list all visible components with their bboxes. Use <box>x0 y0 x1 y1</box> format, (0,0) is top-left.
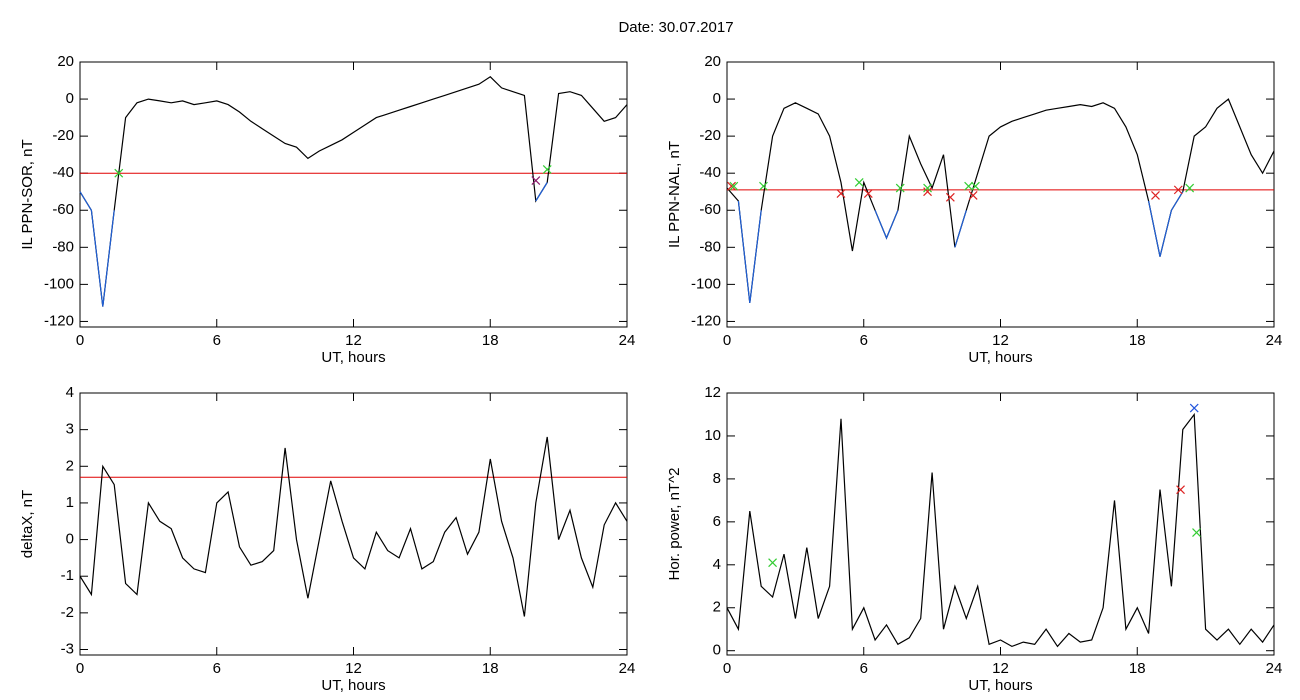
y-tick-label: -60 <box>52 201 74 218</box>
x-tick-label: 12 <box>345 332 362 349</box>
marker <box>1151 191 1160 200</box>
x-tick-label: 6 <box>213 660 221 677</box>
x-tick-label: 24 <box>619 332 636 349</box>
data-line <box>737 191 1184 303</box>
x-axis-label: UT, hours <box>321 677 385 694</box>
data-line <box>79 436 628 617</box>
marker <box>759 181 768 191</box>
marker <box>114 168 124 178</box>
y-tick-label: -2 <box>61 604 74 621</box>
marker <box>923 183 932 193</box>
marker <box>531 176 541 186</box>
y-tick-label: -100 <box>691 275 721 292</box>
y-tick-label: 0 <box>713 642 721 659</box>
marker <box>895 183 905 193</box>
data-line <box>726 98 1275 303</box>
y-tick-label: -40 <box>699 164 721 181</box>
x-axis-label: UT, hours <box>968 677 1032 694</box>
marker <box>836 189 846 198</box>
plot-frame <box>726 61 1275 328</box>
chart-title: Date: 30.07.2017 <box>618 19 733 36</box>
marker <box>727 181 736 191</box>
x-tick-label: 18 <box>1129 660 1146 677</box>
data-line <box>726 412 1275 648</box>
marker <box>971 181 980 191</box>
y-tick-label: 2 <box>713 599 721 616</box>
y-axis-label: IL PPN-NAL, nT <box>666 141 683 248</box>
y-tick-label: 1 <box>66 494 74 511</box>
y-tick-label: -40 <box>52 164 74 181</box>
y-tick-label: -3 <box>61 640 74 657</box>
marker <box>1185 183 1195 193</box>
marker <box>729 181 739 191</box>
plot-frame <box>79 392 628 656</box>
marker <box>1173 185 1183 195</box>
y-tick-label: 12 <box>704 384 721 401</box>
x-tick-label: 6 <box>213 332 221 349</box>
y-axis-label: Hor. power, nT^2 <box>666 468 683 581</box>
marker <box>1189 403 1199 413</box>
x-axis-label: UT, hours <box>968 349 1032 366</box>
marker <box>542 165 552 174</box>
y-tick-label: 2 <box>66 457 74 474</box>
x-tick-label: 12 <box>992 332 1009 349</box>
y-tick-label: 10 <box>704 427 721 444</box>
marker <box>1176 485 1185 495</box>
y-tick-label: 6 <box>713 513 721 530</box>
y-tick-label: 20 <box>704 53 721 70</box>
y-axis-label: deltaX, nT <box>19 490 36 558</box>
x-axis-label: UT, hours <box>321 349 385 366</box>
y-axis-label: IL PPN-SOR, nT <box>19 139 36 249</box>
marker <box>1192 528 1201 538</box>
y-tick-label: 4 <box>713 556 721 573</box>
marker <box>854 178 864 187</box>
data-line <box>79 76 628 307</box>
marker <box>863 189 873 198</box>
x-tick-label: 12 <box>345 660 362 677</box>
y-tick-label: -120 <box>44 312 74 329</box>
x-tick-label: 0 <box>723 660 731 677</box>
x-tick-label: 12 <box>992 660 1009 677</box>
x-tick-label: 0 <box>723 332 731 349</box>
x-tick-label: 24 <box>619 660 636 677</box>
x-tick-label: 6 <box>860 660 868 677</box>
y-tick-label: -20 <box>52 127 74 144</box>
marker <box>968 191 978 200</box>
plot-frame <box>726 392 1275 656</box>
y-tick-label: 20 <box>57 53 74 70</box>
marker <box>945 192 955 202</box>
y-tick-label: -80 <box>699 238 721 255</box>
x-tick-label: 24 <box>1266 660 1283 677</box>
y-tick-label: -20 <box>699 127 721 144</box>
y-tick-label: -60 <box>699 201 721 218</box>
x-tick-label: 6 <box>860 332 868 349</box>
x-tick-label: 24 <box>1266 332 1283 349</box>
y-tick-label: -100 <box>44 275 74 292</box>
x-tick-label: 0 <box>76 332 84 349</box>
x-tick-label: 18 <box>1129 332 1146 349</box>
x-tick-label: 18 <box>482 332 499 349</box>
marker <box>768 558 778 568</box>
y-tick-label: 0 <box>66 531 74 548</box>
y-tick-label: -1 <box>61 567 74 584</box>
y-tick-label: 3 <box>66 421 74 438</box>
x-tick-label: 0 <box>76 660 84 677</box>
data-line <box>79 182 548 307</box>
y-tick-label: 0 <box>713 90 721 107</box>
y-tick-label: -120 <box>691 312 721 329</box>
y-tick-label: -80 <box>52 238 74 255</box>
marker <box>964 181 974 191</box>
y-tick-label: 4 <box>66 384 74 401</box>
y-tick-label: 0 <box>66 90 74 107</box>
marker <box>923 187 932 197</box>
y-tick-label: 8 <box>713 470 721 487</box>
x-tick-label: 18 <box>482 660 499 677</box>
